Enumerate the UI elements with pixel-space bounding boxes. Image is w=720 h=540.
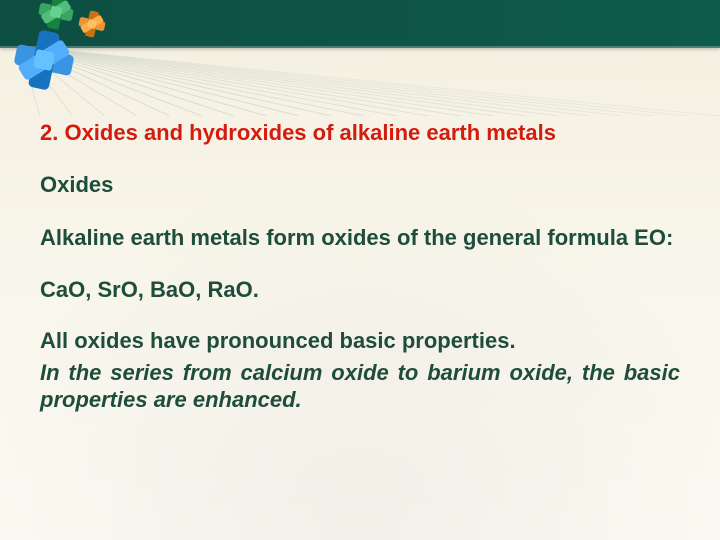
slide-content: 2. Oxides and hydroxides of alkaline ear… <box>40 120 680 438</box>
paragraph-intro: Alkaline earth metals form oxides of the… <box>40 224 680 252</box>
paragraph-basic-properties: All oxides have pronounced basic propert… <box>40 327 680 355</box>
subheading-oxides: Oxides <box>40 172 680 198</box>
top-banner <box>0 0 720 48</box>
rays-decoration <box>0 46 720 116</box>
paragraph-series-italic: In the series from calcium oxide to bari… <box>40 359 680 414</box>
paragraph-formulas: CaO, SrO, BaO, RaO. <box>40 276 680 304</box>
section-title: 2. Oxides and hydroxides of alkaline ear… <box>40 120 680 146</box>
